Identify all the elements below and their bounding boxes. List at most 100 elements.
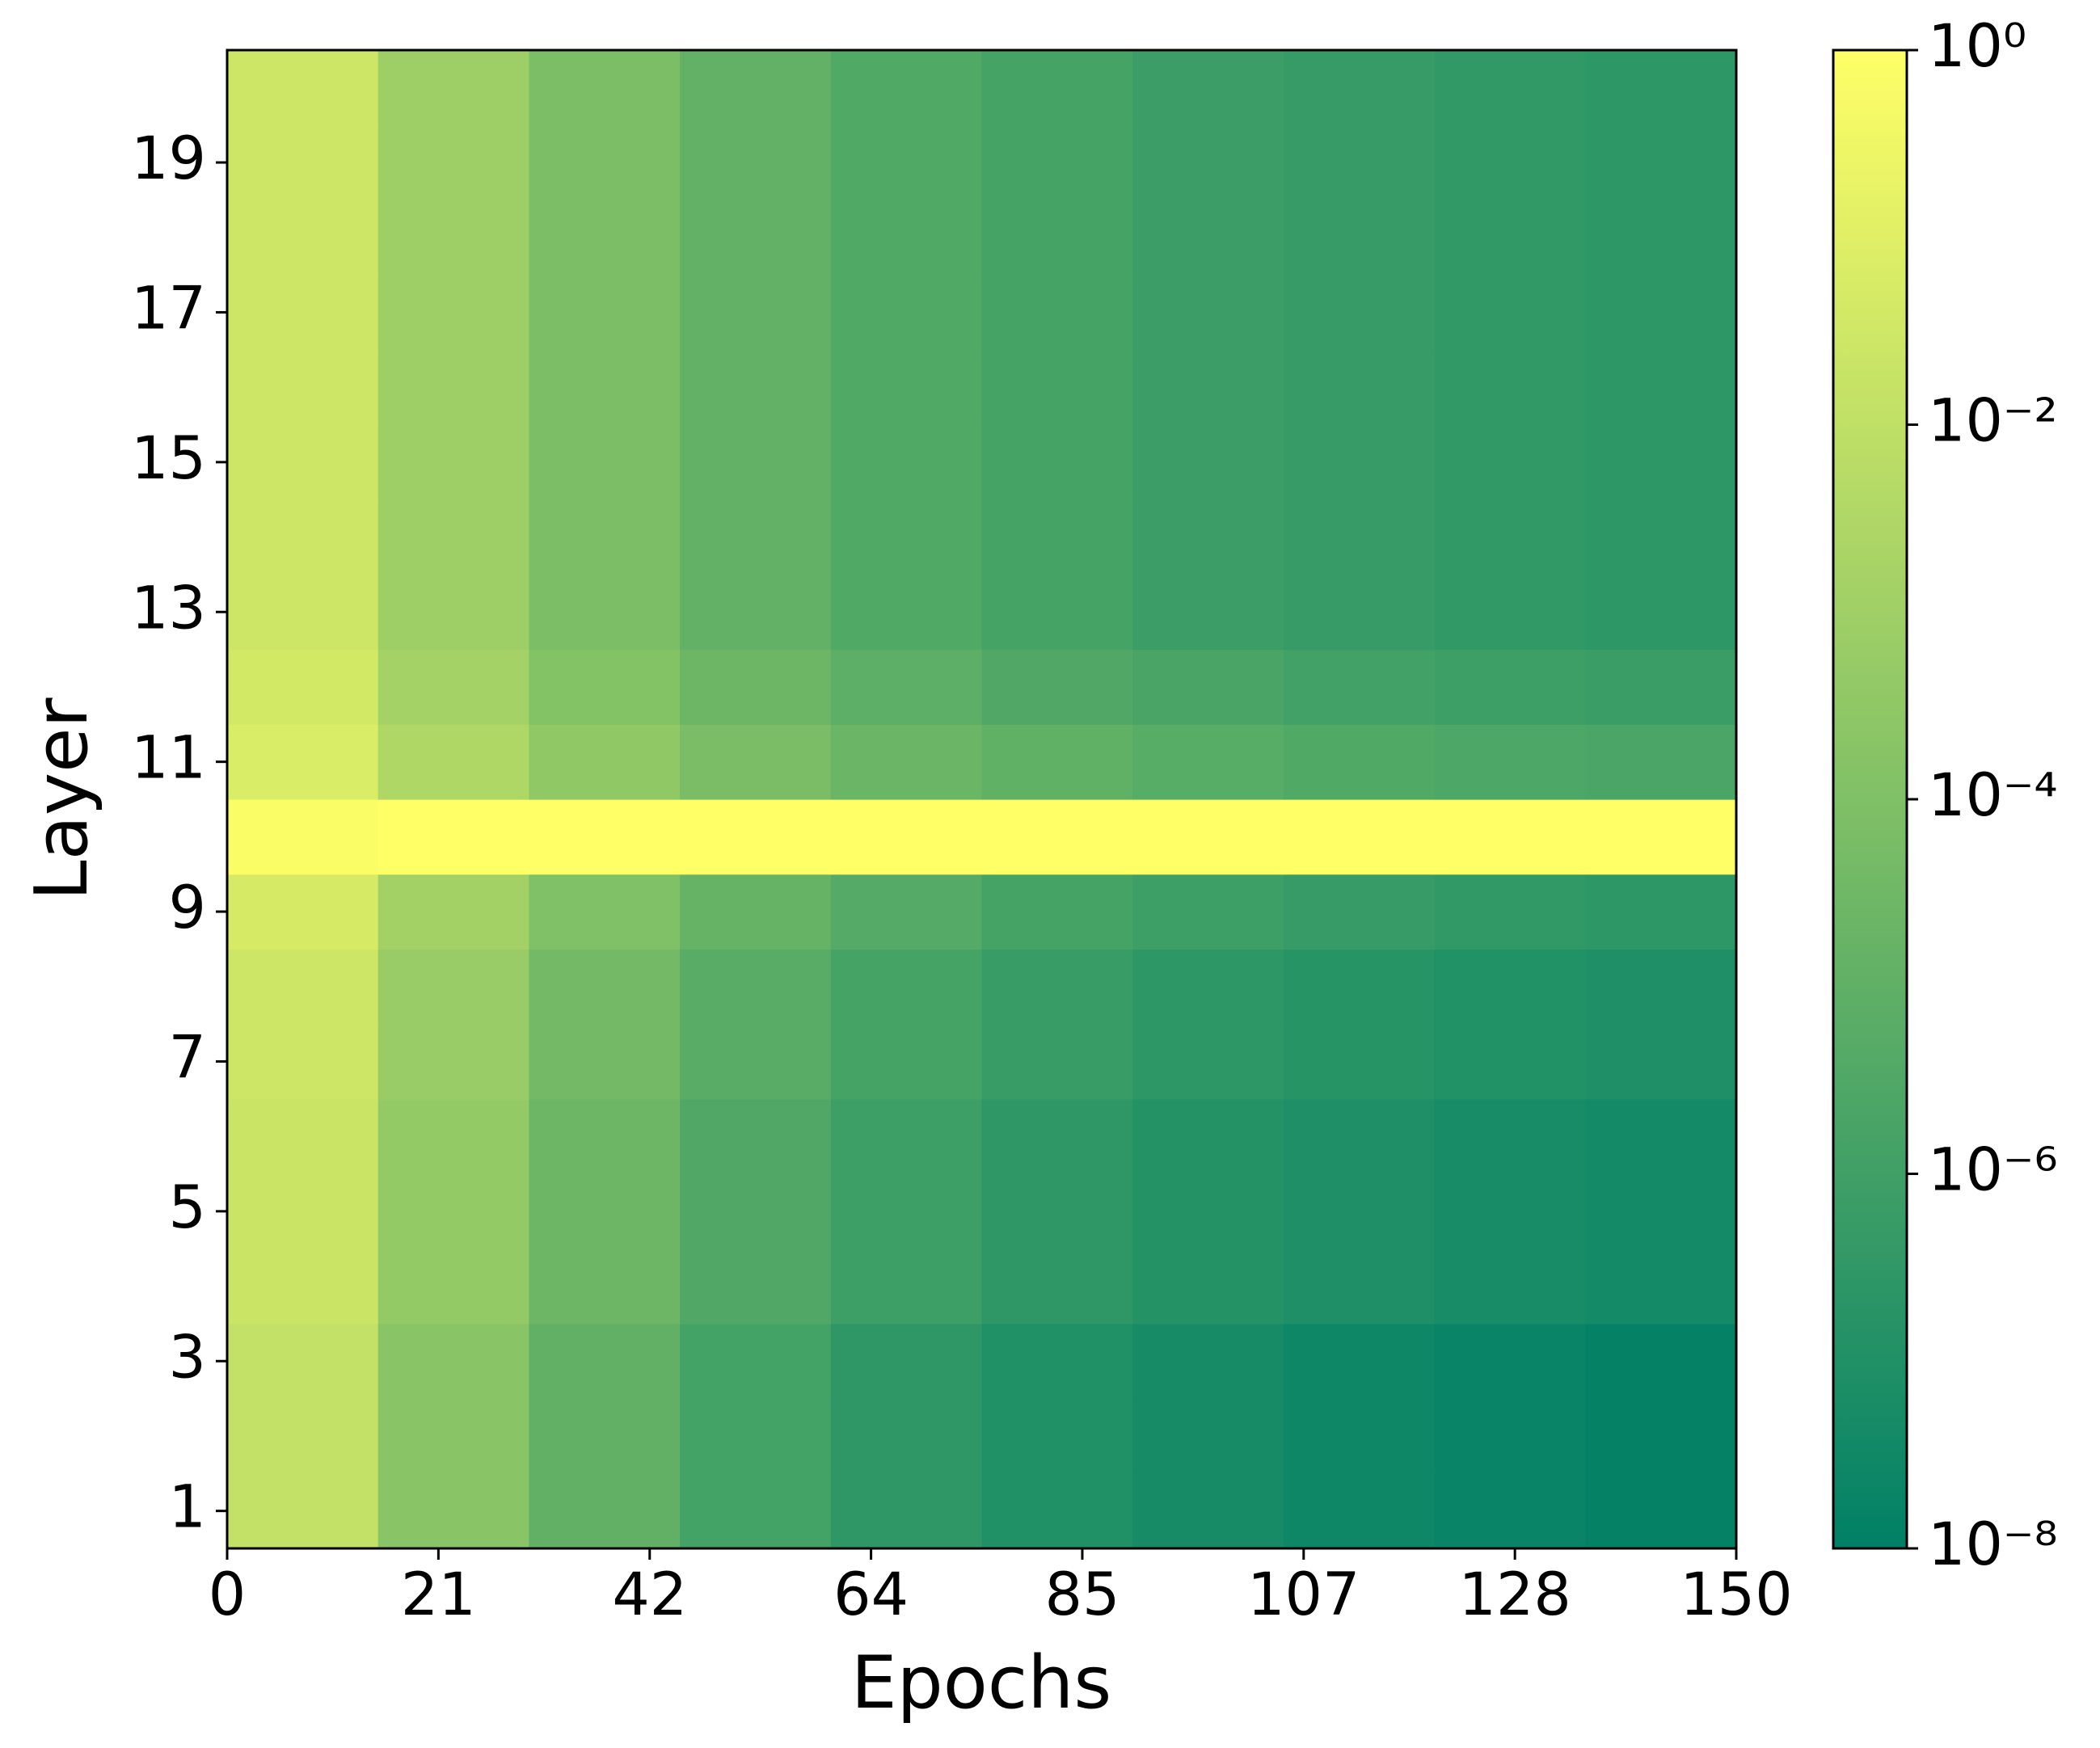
colorbar-tick-label: 10⁰ [1928,12,2026,81]
y-axis-label: Layer [19,698,104,901]
heatmap-cell [227,574,379,651]
heatmap-cell [227,949,379,1025]
heatmap-cell [981,1323,1133,1400]
heatmap-cell [830,1024,983,1100]
heatmap-cell [529,1098,681,1175]
heatmap-cell [1132,200,1284,276]
heatmap-cell [830,349,983,426]
heatmap-cell [981,874,1133,950]
heatmap-cell [680,874,832,950]
heatmap-cell [981,124,1133,200]
heatmap-cell [1132,1398,1284,1474]
heatmap-cell [227,649,379,725]
heatmap-cell [1132,799,1284,875]
y-tick-label: 13 [131,574,206,642]
colorbar-tick-label: 10⁻⁴ [1928,761,2058,830]
heatmap-cell [529,1024,681,1100]
heatmap-cell [377,1473,529,1549]
heatmap-cell [1132,124,1284,200]
heatmap-cell [227,275,379,351]
heatmap-cell [1283,949,1436,1025]
heatmap-cell [1434,1398,1586,1474]
heatmap-cell [1585,724,1737,800]
heatmap-cell [227,1098,379,1175]
heatmap-cell [1434,574,1586,651]
heatmap-cell [377,1098,529,1175]
heatmap-cell [981,1024,1133,1100]
heatmap-cell [1132,1173,1284,1249]
heatmap-cell [1585,949,1737,1025]
heatmap-cell [227,499,379,575]
heatmap-cell [529,1323,681,1400]
colorbar-tick-label: 10⁻² [1928,387,2058,456]
y-tick-label: 15 [131,424,206,493]
heatmap-cell [830,1473,983,1549]
heatmap-cell [830,1249,983,1325]
heatmap-cell [529,574,681,651]
heatmap-cell [830,574,983,651]
heatmap-cell [1283,50,1436,126]
heatmap-cell [1585,1323,1737,1400]
x-tick-label: 21 [401,1561,476,1629]
heatmap-cell [1434,1173,1586,1249]
heatmap-cell [529,275,681,351]
heatmap-cell [1585,649,1737,725]
heatmap-cell [1283,1024,1436,1100]
heatmap-cell [227,1323,379,1400]
heatmap-cell [1434,649,1586,725]
heatmap-cell [529,424,681,500]
heatmap-cell [1132,1024,1284,1100]
heatmap-cell [1283,275,1436,351]
x-tick-label: 107 [1247,1561,1360,1629]
heatmap-cell [680,1249,832,1325]
heatmap-cell [1132,949,1284,1025]
heatmap-cell [830,124,983,200]
heatmap-cell [680,349,832,426]
heatmap-cell [1434,200,1586,276]
heatmap-cell [1283,799,1436,875]
heatmap-cell [981,200,1133,276]
x-tick-label: 42 [612,1561,687,1629]
heatmap-cell [680,1323,832,1400]
x-tick-label: 0 [209,1561,246,1629]
y-tick-label: 7 [169,1023,206,1092]
heatmap-cell [830,874,983,950]
heatmap-cell [680,200,832,276]
y-tick-label: 9 [169,874,206,942]
heatmap-cell [529,949,681,1025]
heatmap-cell [227,1398,379,1474]
heatmap-cell [830,275,983,351]
heatmap-cell [1283,499,1436,575]
heatmap-cell [981,1249,1133,1325]
heatmap-cell [981,574,1133,651]
heatmap-cell [830,200,983,276]
heatmap-cell [1434,50,1586,126]
heatmap-cell [830,50,983,126]
heatmap-cell [1585,1024,1737,1100]
heatmap-cell [377,799,529,875]
heatmap-cell [529,124,681,200]
heatmap-cell [1434,874,1586,950]
heatmap-cell [830,499,983,575]
heatmap-cell [1434,349,1586,426]
heatmap-cell [227,349,379,426]
heatmap-cell [1132,499,1284,575]
heatmap-cell [1434,799,1586,875]
heatmap-cell [680,1398,832,1474]
heatmap-cell [1132,649,1284,725]
x-tick-label: 150 [1680,1561,1792,1629]
heatmap-cell [529,499,681,575]
heatmap-cell [1132,424,1284,500]
x-axis-label: Epochs [851,1641,1111,1725]
heatmap-cell [830,724,983,800]
heatmap-cell [227,724,379,800]
heatmap-cell [1283,124,1436,200]
heatmap-cell [981,424,1133,500]
heatmap-cell [227,50,379,126]
heatmap-cell [377,649,529,725]
heatmap-cell [830,1323,983,1400]
heatmap-cell [1132,1473,1284,1549]
heatmap-cell [377,1173,529,1249]
heatmap-cell [529,200,681,276]
y-tick-label: 19 [131,124,206,193]
